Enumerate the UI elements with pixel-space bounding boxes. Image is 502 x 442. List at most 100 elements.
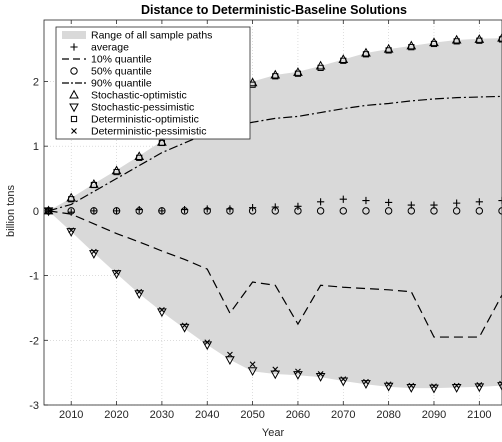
legend-item-deterministic-pessimistic: Deterministic-pessimistic (71, 126, 207, 138)
data-point (476, 382, 483, 388)
data-point (295, 368, 301, 375)
legend-item-deterministic-optimistic: Deterministic-optimistic (70, 114, 199, 126)
legend-marker (70, 43, 78, 51)
data-point (112, 207, 121, 215)
legend-item-average: average (70, 42, 129, 54)
series-line-10-quantile (48, 210, 502, 338)
legend-label: Deterministic-pessimistic (91, 126, 207, 138)
y-axis-ticks: -3 -2 -1 0 1 2 (29, 76, 48, 412)
x-tick-label: 2090 (422, 409, 446, 421)
data-point (430, 207, 438, 215)
data-point (248, 207, 257, 215)
data-point (497, 32, 502, 42)
range-band-layer (48, 38, 502, 389)
x-tick-label: 2020 (104, 409, 128, 421)
data-point (407, 207, 416, 215)
data-point (453, 382, 460, 389)
plot-frame (43, 19, 502, 406)
x-tick-label: 2050 (240, 409, 264, 421)
data-point (158, 139, 166, 147)
data-point (453, 199, 461, 207)
data-point (136, 288, 143, 295)
legend-label: 50% quantile (91, 66, 152, 78)
series-90-quantile (48, 95, 502, 212)
data-point (385, 47, 392, 54)
series-deterministic-optimistic (45, 36, 502, 214)
data-point (294, 70, 302, 77)
y-tick-label: -1 (29, 271, 39, 283)
data-point (476, 37, 483, 44)
legend-label: Deterministic-optimistic (91, 114, 199, 126)
data-point (406, 40, 417, 50)
data-point (134, 151, 145, 161)
data-point (317, 198, 325, 206)
data-point (181, 322, 188, 329)
data-point (339, 207, 347, 215)
legend-item-stochastic-pessimistic: Stochastic-pessimistic (69, 102, 194, 114)
data-point (385, 198, 393, 207)
chart-title: Distance to Deterministic-Baseline Solut… (141, 3, 407, 17)
data-point (475, 198, 483, 206)
data-point (430, 40, 438, 48)
data-point (498, 196, 502, 205)
data-point (362, 196, 370, 205)
x-tick-label: 2060 (286, 409, 310, 421)
data-point (317, 371, 324, 377)
data-point (270, 370, 281, 380)
data-point (158, 207, 166, 215)
data-point (159, 306, 165, 313)
series-deterministic-pessimistic (45, 207, 502, 390)
data-point (408, 382, 415, 389)
data-point (90, 207, 98, 215)
data-point (408, 44, 415, 51)
data-point (431, 383, 437, 390)
legend-label: Stochastic-optimistic (91, 90, 187, 102)
y-tick-label: -2 (29, 335, 39, 347)
data-point (316, 207, 325, 215)
data-point (451, 34, 462, 44)
data-point (363, 378, 369, 385)
data-point (135, 207, 143, 215)
legend-label: Stochastic-pessimistic (91, 102, 194, 114)
data-point (338, 54, 349, 63)
legend-item-90-quantile: 90% quantile (62, 78, 152, 90)
data-point (90, 181, 97, 189)
legend-swatch (62, 31, 86, 39)
legend-item-50-quantile: 50% quantile (70, 66, 152, 78)
x-axis-ticks: 2010 2020 2030 2040 2050 2060 2070 2080 2090 2100 (59, 20, 492, 421)
y-axis-label: billion tons (5, 185, 17, 237)
data-point (90, 207, 98, 215)
x-tick-label: 2070 (331, 409, 355, 421)
data-point (270, 69, 281, 79)
data-point (272, 366, 279, 373)
x-tick-label: 2100 (467, 409, 491, 421)
legend-marker (69, 103, 79, 113)
x-tick-label: 2010 (59, 409, 83, 421)
data-point (225, 356, 235, 366)
data-point (66, 192, 77, 202)
data-point (271, 207, 279, 215)
series-layer (43, 32, 502, 394)
legend-item-range-of-all-sample-paths: Range of all sample paths (62, 30, 212, 42)
series-10-quantile (48, 210, 502, 338)
legend-marker (70, 115, 78, 123)
data-point (247, 367, 258, 377)
legend-item-stochastic-optimistic: Stochastic-optimistic (69, 90, 187, 102)
data-point (317, 64, 324, 71)
legend-box (55, 26, 251, 140)
data-point (136, 154, 143, 161)
data-point (112, 207, 121, 215)
legend-item-10-quantile: 10% quantile (62, 54, 152, 66)
legend-label: Range of all sample paths (91, 30, 212, 42)
data-point (362, 51, 370, 58)
data-point (474, 34, 485, 43)
data-point (384, 207, 393, 215)
legend-marker (70, 67, 78, 75)
x-tick-label: 2080 (376, 409, 400, 421)
data-point (68, 196, 75, 203)
y-tick-label: 1 (33, 141, 39, 153)
x-tick-label: 2040 (195, 409, 219, 421)
data-point (452, 207, 461, 215)
